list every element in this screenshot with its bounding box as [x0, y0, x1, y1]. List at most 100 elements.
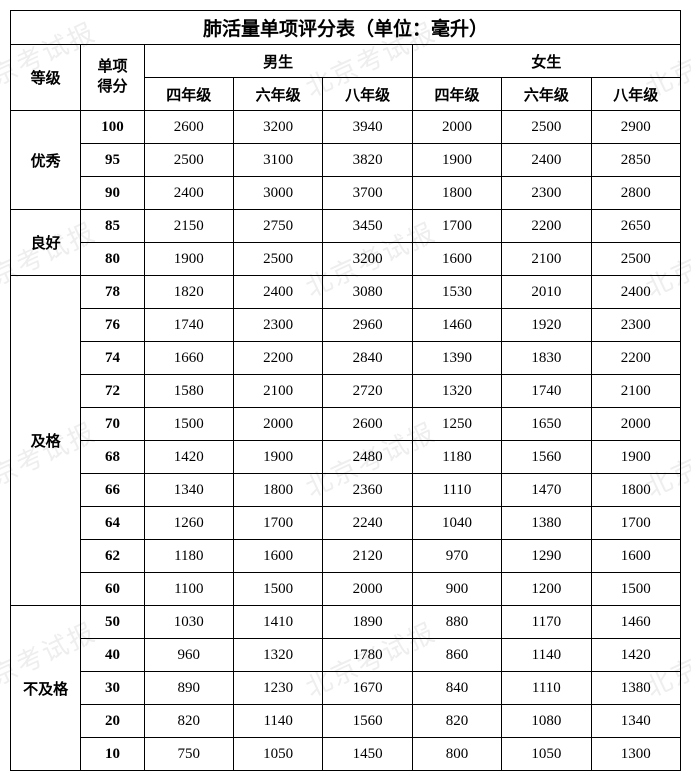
data-cell-f8: 1800	[591, 474, 680, 507]
header-male-g8: 八年级	[323, 78, 412, 111]
table-row: 72158021002720132017402100	[11, 375, 681, 408]
data-cell-m4: 2500	[144, 144, 233, 177]
data-cell-m6: 1320	[233, 639, 322, 672]
data-cell-m6: 1050	[233, 738, 322, 771]
data-cell-m4: 1820	[144, 276, 233, 309]
header-female-g6: 六年级	[502, 78, 591, 111]
score-cell: 66	[81, 474, 144, 507]
data-cell-f6: 1170	[502, 606, 591, 639]
data-cell-m4: 750	[144, 738, 233, 771]
score-cell: 30	[81, 672, 144, 705]
data-cell-f4: 1900	[412, 144, 501, 177]
data-cell-f8: 1380	[591, 672, 680, 705]
data-cell-m8: 2360	[323, 474, 412, 507]
header-female-g4: 四年级	[412, 78, 501, 111]
data-cell-m8: 2720	[323, 375, 412, 408]
grade-level-cell: 不及格	[11, 606, 81, 771]
data-cell-m4: 2400	[144, 177, 233, 210]
header-grade-level: 等级	[11, 45, 81, 111]
data-cell-f4: 1180	[412, 441, 501, 474]
data-cell-m8: 1670	[323, 672, 412, 705]
data-cell-m6: 2400	[233, 276, 322, 309]
data-cell-f4: 1800	[412, 177, 501, 210]
table-row: 及格78182024003080153020102400	[11, 276, 681, 309]
data-cell-m6: 1230	[233, 672, 322, 705]
table-row: 66134018002360111014701800	[11, 474, 681, 507]
table-title: 肺活量单项评分表（单位：毫升）	[11, 11, 681, 45]
table-row: 90240030003700180023002800	[11, 177, 681, 210]
data-cell-m6: 2500	[233, 243, 322, 276]
table-row: 不及格5010301410189088011701460	[11, 606, 681, 639]
data-cell-m4: 960	[144, 639, 233, 672]
data-cell-m4: 2150	[144, 210, 233, 243]
data-cell-f8: 1340	[591, 705, 680, 738]
score-cell: 68	[81, 441, 144, 474]
data-cell-f4: 820	[412, 705, 501, 738]
data-cell-m8: 1780	[323, 639, 412, 672]
score-cell: 95	[81, 144, 144, 177]
data-cell-f4: 800	[412, 738, 501, 771]
data-cell-m4: 1030	[144, 606, 233, 639]
score-cell: 72	[81, 375, 144, 408]
data-cell-f6: 1470	[502, 474, 591, 507]
score-cell: 62	[81, 540, 144, 573]
data-cell-f6: 1110	[502, 672, 591, 705]
data-cell-f6: 1200	[502, 573, 591, 606]
data-cell-f6: 2010	[502, 276, 591, 309]
score-cell: 100	[81, 111, 144, 144]
data-cell-m8: 2480	[323, 441, 412, 474]
data-cell-f4: 1530	[412, 276, 501, 309]
data-cell-m4: 1500	[144, 408, 233, 441]
data-cell-f4: 900	[412, 573, 501, 606]
data-cell-f6: 1380	[502, 507, 591, 540]
data-cell-m8: 3940	[323, 111, 412, 144]
data-cell-m4: 1260	[144, 507, 233, 540]
data-cell-m8: 3080	[323, 276, 412, 309]
data-cell-f8: 2800	[591, 177, 680, 210]
score-cell: 60	[81, 573, 144, 606]
data-cell-m8: 3450	[323, 210, 412, 243]
table-row: 74166022002840139018302200	[11, 342, 681, 375]
data-cell-m8: 2960	[323, 309, 412, 342]
score-cell: 80	[81, 243, 144, 276]
data-cell-m4: 1900	[144, 243, 233, 276]
data-cell-m4: 1180	[144, 540, 233, 573]
data-cell-m6: 1140	[233, 705, 322, 738]
data-cell-m6: 2100	[233, 375, 322, 408]
score-cell: 40	[81, 639, 144, 672]
data-cell-f8: 2900	[591, 111, 680, 144]
data-cell-f8: 2000	[591, 408, 680, 441]
data-cell-f6: 1560	[502, 441, 591, 474]
data-cell-f4: 1390	[412, 342, 501, 375]
data-cell-m8: 1450	[323, 738, 412, 771]
data-cell-f4: 970	[412, 540, 501, 573]
table-row: 308901230167084011101380	[11, 672, 681, 705]
data-cell-f6: 2400	[502, 144, 591, 177]
data-cell-f4: 1110	[412, 474, 501, 507]
score-cell: 70	[81, 408, 144, 441]
header-female: 女生	[412, 45, 680, 78]
header-female-g8: 八年级	[591, 78, 680, 111]
data-cell-m8: 2000	[323, 573, 412, 606]
header-male-g4: 四年级	[144, 78, 233, 111]
data-cell-m8: 2600	[323, 408, 412, 441]
data-cell-m8: 3700	[323, 177, 412, 210]
data-cell-m8: 2120	[323, 540, 412, 573]
data-cell-f6: 2200	[502, 210, 591, 243]
score-cell: 10	[81, 738, 144, 771]
data-cell-f8: 1460	[591, 606, 680, 639]
data-cell-f8: 2650	[591, 210, 680, 243]
data-cell-f8: 2500	[591, 243, 680, 276]
table-row: 68142019002480118015601900	[11, 441, 681, 474]
data-cell-m6: 1600	[233, 540, 322, 573]
table-row: 70150020002600125016502000	[11, 408, 681, 441]
data-cell-m4: 1420	[144, 441, 233, 474]
table-row: 95250031003820190024002850	[11, 144, 681, 177]
data-cell-f4: 1320	[412, 375, 501, 408]
data-cell-m8: 3820	[323, 144, 412, 177]
data-cell-f4: 840	[412, 672, 501, 705]
data-cell-m6: 1410	[233, 606, 322, 639]
data-cell-f8: 1600	[591, 540, 680, 573]
grade-level-cell: 及格	[11, 276, 81, 606]
data-cell-f8: 1700	[591, 507, 680, 540]
